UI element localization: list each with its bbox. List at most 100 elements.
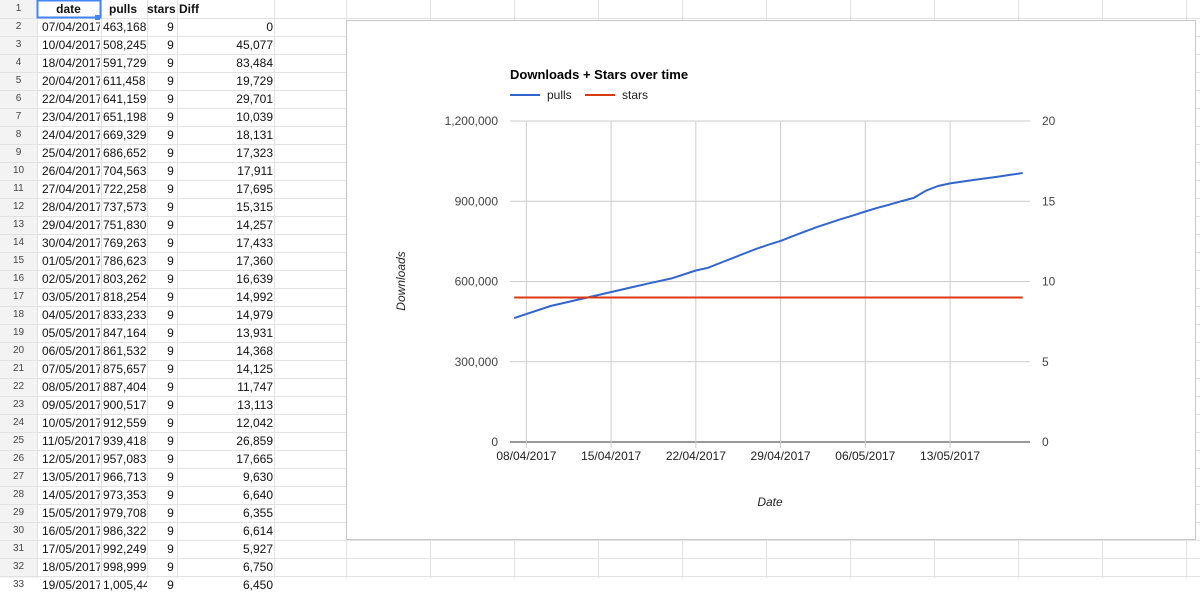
pulls-cell[interactable]: 875,657 — [103, 362, 147, 376]
pulls-cell[interactable]: 992,249 — [103, 542, 147, 556]
pulls-cell[interactable]: 803,262 — [103, 272, 147, 286]
date-cell[interactable]: 19/05/2017 — [42, 578, 100, 592]
stars-cell[interactable]: 9 — [167, 416, 174, 430]
pulls-cell[interactable]: 591,729 — [103, 56, 147, 70]
stars-cell[interactable]: 9 — [167, 560, 174, 574]
pulls-cell[interactable]: 1,005,44 — [103, 578, 147, 592]
row-number[interactable]: 1 — [15, 3, 22, 14]
diff-cell[interactable]: 6,750 — [242, 560, 273, 574]
pulls-cell[interactable]: 463,168 — [103, 20, 147, 34]
diff-cell[interactable]: 5,927 — [242, 542, 273, 556]
row-number[interactable]: 8 — [15, 129, 22, 140]
row-number[interactable]: 27 — [12, 471, 25, 482]
column-header-date[interactable]: date — [56, 2, 81, 16]
pulls-cell[interactable]: 651,198 — [103, 110, 147, 124]
pulls-cell[interactable]: 998,999 — [103, 560, 147, 574]
row-number[interactable]: 22 — [12, 381, 25, 392]
row-number[interactable]: 19 — [12, 327, 25, 338]
row-number[interactable]: 15 — [12, 255, 25, 266]
pulls-cell[interactable]: 818,254 — [103, 290, 147, 304]
pulls-cell[interactable]: 861,532 — [103, 344, 147, 358]
diff-cell[interactable]: 14,979 — [236, 308, 273, 322]
diff-cell[interactable]: 6,355 — [242, 506, 273, 520]
date-cell[interactable]: 08/05/2017 — [42, 380, 100, 394]
diff-cell[interactable]: 17,433 — [236, 236, 273, 250]
date-cell[interactable]: 22/04/2017 — [42, 92, 100, 106]
diff-cell[interactable]: 13,931 — [236, 326, 273, 340]
date-cell[interactable]: 23/04/2017 — [42, 110, 100, 124]
date-cell[interactable]: 24/04/2017 — [42, 128, 100, 142]
pulls-cell[interactable]: 669,329 — [103, 128, 147, 142]
diff-cell[interactable]: 26,859 — [236, 434, 273, 448]
stars-cell[interactable]: 9 — [167, 380, 174, 394]
pulls-cell[interactable]: 900,517 — [103, 398, 147, 412]
stars-cell[interactable]: 9 — [167, 146, 174, 160]
pulls-cell[interactable]: 751,830 — [103, 218, 147, 232]
row-number[interactable]: 17 — [12, 291, 25, 302]
row-number[interactable]: 11 — [13, 183, 24, 194]
stars-cell[interactable]: 9 — [167, 488, 174, 502]
stars-cell[interactable]: 9 — [167, 434, 174, 448]
row-number[interactable]: 28 — [12, 489, 25, 500]
stars-cell[interactable]: 9 — [167, 74, 174, 88]
row-number[interactable]: 4 — [15, 57, 22, 68]
row-number[interactable]: 21 — [12, 363, 25, 374]
date-cell[interactable]: 14/05/2017 — [42, 488, 100, 502]
stars-cell[interactable]: 9 — [167, 92, 174, 106]
stars-cell[interactable]: 9 — [167, 236, 174, 250]
row-number[interactable]: 31 — [12, 543, 25, 554]
pulls-cell[interactable]: 939,418 — [103, 434, 147, 448]
pulls-cell[interactable]: 686,652 — [103, 146, 147, 160]
stars-cell[interactable]: 9 — [167, 344, 174, 358]
date-cell[interactable]: 25/04/2017 — [42, 146, 100, 160]
diff-cell[interactable]: 15,315 — [236, 200, 273, 214]
date-cell[interactable]: 18/05/2017 — [42, 560, 100, 574]
diff-cell[interactable]: 13,113 — [237, 398, 273, 412]
pulls-cell[interactable]: 887,404 — [103, 380, 147, 394]
pulls-cell[interactable]: 973,353 — [103, 488, 147, 502]
selection-handle[interactable] — [95, 15, 100, 20]
row-number[interactable]: 12 — [12, 201, 25, 212]
date-cell[interactable]: 10/05/2017 — [42, 416, 100, 430]
date-cell[interactable]: 13/05/2017 — [42, 470, 100, 484]
chart-panel[interactable]: 0 300,000 600,000 900,000 1,200,000 0 5 10 15 20 0… — [346, 20, 1196, 540]
date-cell[interactable]: 10/04/2017 — [42, 38, 100, 52]
row-number[interactable]: 7 — [15, 111, 22, 122]
date-cell[interactable]: 09/05/2017 — [42, 398, 100, 412]
diff-cell[interactable]: 14,125 — [236, 362, 273, 376]
diff-cell[interactable]: 17,911 — [237, 164, 273, 178]
diff-cell[interactable]: 11,747 — [237, 380, 273, 394]
stars-cell[interactable]: 9 — [167, 128, 174, 142]
pulls-cell[interactable]: 508,245 — [103, 38, 147, 52]
diff-cell[interactable]: 16,639 — [236, 272, 273, 286]
stars-cell[interactable]: 9 — [167, 524, 174, 538]
stars-cell[interactable]: 9 — [167, 182, 174, 196]
pulls-cell[interactable]: 769,263 — [103, 236, 147, 250]
row-number[interactable]: 23 — [12, 399, 25, 410]
row-number[interactable]: 10 — [12, 165, 25, 176]
stars-cell[interactable]: 9 — [167, 308, 174, 322]
diff-cell[interactable]: 17,695 — [236, 182, 273, 196]
diff-cell[interactable]: 17,323 — [236, 146, 273, 160]
stars-cell[interactable]: 9 — [167, 290, 174, 304]
diff-cell[interactable]: 29,701 — [236, 92, 273, 106]
stars-cell[interactable]: 9 — [167, 452, 174, 466]
pulls-cell[interactable]: 912,559 — [103, 416, 147, 430]
stars-cell[interactable]: 9 — [167, 578, 174, 592]
stars-cell[interactable]: 9 — [167, 56, 174, 70]
diff-cell[interactable]: 12,042 — [236, 416, 273, 430]
date-cell[interactable]: 03/05/2017 — [42, 290, 100, 304]
row-number[interactable]: 24 — [12, 417, 25, 428]
column-header-pulls[interactable]: pulls — [109, 2, 138, 16]
pulls-cell[interactable]: 611,458 — [103, 74, 146, 88]
stars-cell[interactable]: 9 — [167, 20, 174, 34]
pulls-cell[interactable]: 833,233 — [103, 308, 147, 322]
diff-cell[interactable]: 6,614 — [242, 524, 273, 538]
date-cell[interactable]: 28/04/2017 — [42, 200, 100, 214]
pulls-cell[interactable]: 641,159 — [103, 92, 147, 106]
pulls-cell[interactable]: 986,322 — [103, 524, 147, 538]
date-cell[interactable]: 29/04/2017 — [42, 218, 100, 232]
row-number[interactable]: 32 — [12, 561, 25, 572]
date-cell[interactable]: 18/04/2017 — [42, 56, 100, 70]
date-cell[interactable]: 06/05/2017 — [42, 344, 100, 358]
